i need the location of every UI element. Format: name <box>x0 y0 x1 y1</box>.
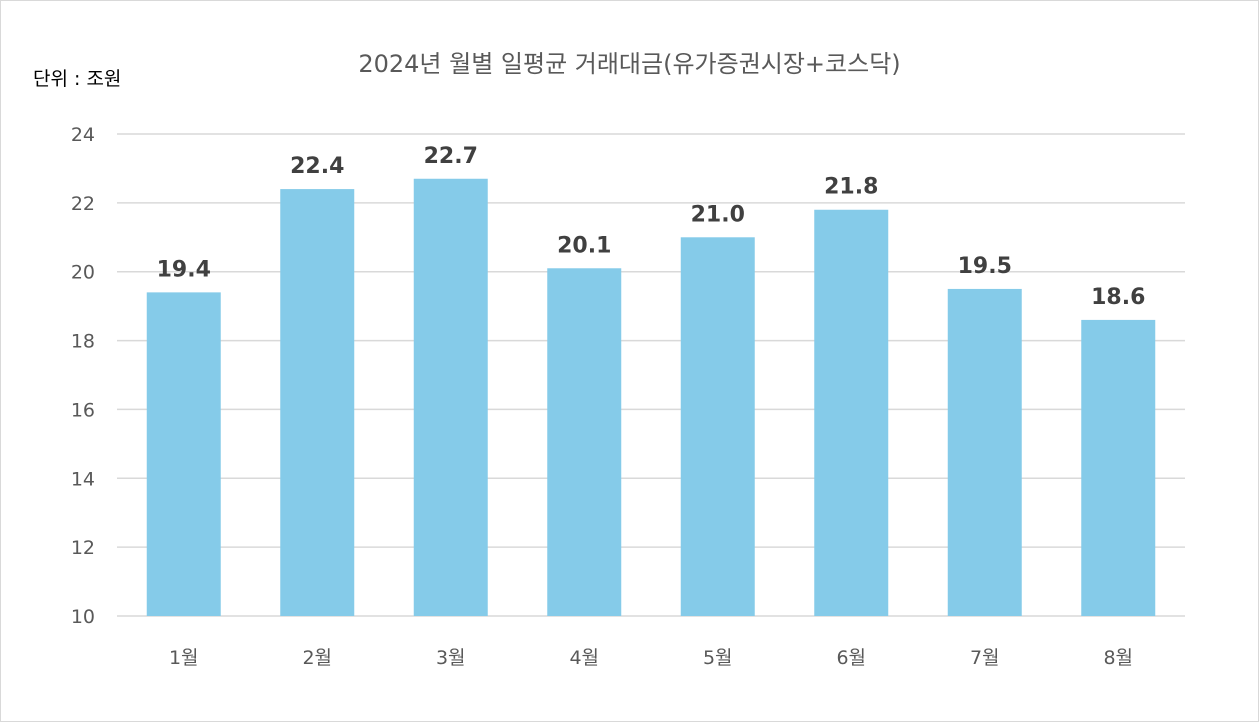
bar <box>413 178 488 616</box>
data-label: 19.4 <box>157 257 211 282</box>
y-tick-label: 16 <box>71 399 95 421</box>
data-label: 21.0 <box>691 202 745 227</box>
data-label: 22.7 <box>424 144 478 169</box>
bar <box>280 189 355 617</box>
bar <box>1081 319 1156 616</box>
data-labels: 19.4 22.4 22.7 20.1 21.0 21.8 19.5 18.6 <box>157 144 1146 310</box>
y-axis-ticks: 10 12 14 16 18 20 22 24 <box>71 124 95 628</box>
x-tick-label: 1월 <box>169 647 199 669</box>
chart-title: 2024년 월별 일평균 거래대금(유가증권시장+코스닥) <box>358 50 901 78</box>
bars <box>146 178 1156 617</box>
unit-label: 단위 : 조원 <box>33 68 122 90</box>
x-tick-label: 6월 <box>836 647 866 669</box>
data-label: 18.6 <box>1091 285 1145 310</box>
bar <box>814 209 889 616</box>
y-tick-label: 22 <box>71 193 95 215</box>
x-tick-label: 5월 <box>703 647 733 669</box>
bar <box>146 292 221 616</box>
x-tick-label: 4월 <box>569 647 599 669</box>
y-tick-label: 20 <box>71 262 95 284</box>
y-tick-label: 18 <box>71 331 95 353</box>
x-tick-label: 7월 <box>970 647 1000 669</box>
gridlines <box>117 133 1185 617</box>
bar <box>547 268 622 616</box>
x-tick-label: 8월 <box>1103 647 1133 669</box>
data-label: 20.1 <box>557 233 611 258</box>
bar <box>680 237 755 617</box>
bar <box>947 288 1022 616</box>
data-label: 19.5 <box>958 254 1012 279</box>
data-label: 21.8 <box>824 175 878 200</box>
x-tick-label: 2월 <box>302 647 332 669</box>
y-tick-label: 24 <box>71 124 95 146</box>
data-label: 22.4 <box>290 154 344 179</box>
x-axis-ticks: 1월 2월 3월 4월 5월 6월 7월 8월 <box>169 647 1133 669</box>
y-tick-label: 12 <box>71 537 95 559</box>
x-tick-label: 3월 <box>436 647 466 669</box>
y-tick-label: 14 <box>71 468 95 490</box>
y-tick-label: 10 <box>71 606 95 628</box>
